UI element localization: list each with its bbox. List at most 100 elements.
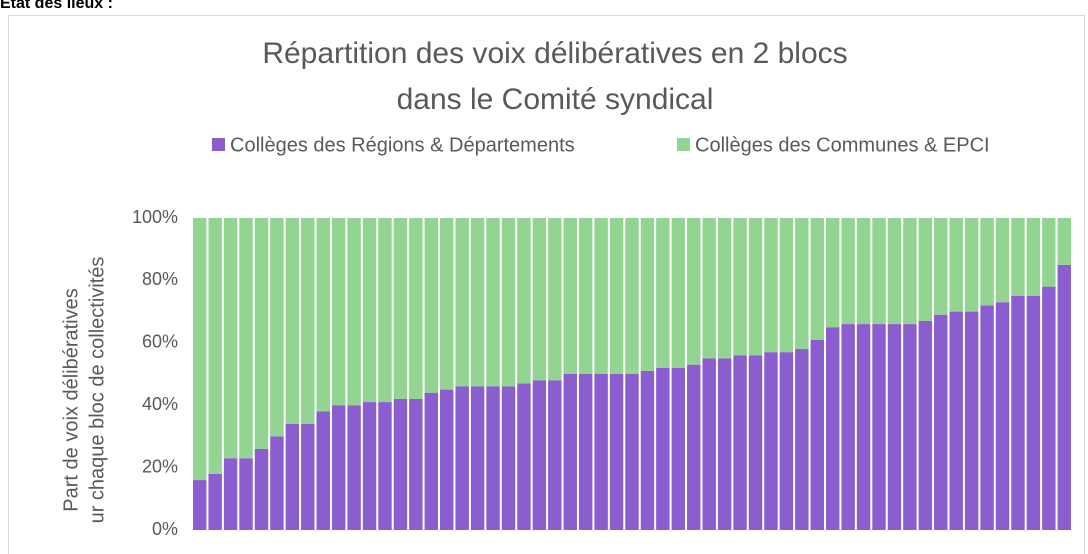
- bar-segment: [208, 218, 222, 474]
- bar-segment: [424, 392, 439, 530]
- y-tick-label: 80%: [142, 269, 178, 289]
- bar-segment: [517, 383, 531, 530]
- bar-segment: [841, 324, 855, 530]
- y-tick-label: 20%: [142, 456, 178, 476]
- bar-segment: [887, 218, 902, 325]
- bar-segment: [779, 218, 794, 353]
- bar-segment: [795, 349, 809, 530]
- bar-segment: [918, 320, 933, 530]
- bar-segment: [578, 218, 593, 374]
- bar-segment: [671, 367, 686, 530]
- bar-segment: [563, 374, 577, 530]
- bar-segment: [239, 218, 253, 459]
- bar-segment: [409, 218, 423, 399]
- bar-segment: [362, 218, 377, 403]
- bar-segment: [964, 218, 979, 312]
- bar-segment: [270, 436, 284, 530]
- legend-swatch: [212, 138, 225, 151]
- bar-segment: [856, 218, 871, 325]
- bar-segment: [378, 218, 392, 403]
- bar-segment: [316, 411, 330, 530]
- bar-segment: [717, 218, 732, 359]
- bar-segment: [594, 218, 608, 374]
- legend-swatch: [677, 138, 690, 151]
- bar-segment: [193, 218, 207, 481]
- bar-segment: [1026, 218, 1041, 296]
- bar-segment: [1042, 286, 1056, 530]
- bar-segment: [825, 327, 840, 530]
- bar-segment: [470, 218, 485, 387]
- chart-title: Répartition des voix délibératives en 2 …: [262, 37, 847, 70]
- y-axis-label: ur chaque bloc de collectivités: [86, 257, 108, 524]
- bar-segment: [331, 405, 346, 530]
- bar-segment: [193, 480, 207, 530]
- bar-segment: [733, 218, 747, 356]
- bar-segment: [640, 370, 655, 530]
- bar-segment: [733, 355, 747, 530]
- bar-segment: [980, 305, 994, 530]
- bar-segment: [223, 218, 238, 459]
- bar-segment: [918, 218, 933, 321]
- bar-segment: [440, 389, 454, 530]
- bar-segment: [393, 398, 408, 530]
- bar-segment: [717, 358, 732, 530]
- bar-segment: [810, 339, 824, 530]
- bar-segment: [316, 218, 330, 412]
- bar-segment: [548, 380, 562, 530]
- bar-segment: [455, 386, 469, 530]
- bar-segment: [934, 314, 948, 530]
- bar-segment: [1011, 296, 1025, 530]
- bar-segment: [254, 448, 269, 530]
- bar-segment: [563, 218, 577, 374]
- bar-segment: [980, 218, 994, 306]
- bar-segment: [440, 218, 454, 390]
- bar-segment: [872, 218, 886, 325]
- bar-segment: [470, 386, 485, 530]
- bar-segment: [301, 423, 315, 530]
- bar-segment: [995, 302, 1010, 530]
- bar-segment: [347, 405, 361, 530]
- bar-segment: [486, 218, 500, 387]
- bar-segment: [702, 358, 716, 530]
- bar-segment: [764, 218, 778, 353]
- bar-segment: [455, 218, 469, 387]
- bar-segment: [903, 324, 917, 530]
- y-axis-label: Part de voix délibératives: [60, 288, 82, 511]
- bar-segment: [362, 402, 377, 530]
- bar-segment: [301, 218, 315, 424]
- bar-segment: [501, 218, 516, 387]
- bar-segment: [779, 352, 794, 530]
- bar-segment: [486, 386, 500, 530]
- bar-segment: [656, 218, 670, 368]
- bar-segment: [331, 218, 346, 406]
- bar-segment: [702, 218, 716, 359]
- bar-segment: [1026, 296, 1041, 530]
- bar-segment: [517, 218, 531, 384]
- bar-segment: [841, 218, 855, 325]
- bar-segment: [825, 218, 840, 328]
- heading: État des lieux :: [0, 0, 113, 12]
- bar-segment: [501, 386, 516, 530]
- bar-segment: [609, 218, 624, 374]
- bar-segment: [872, 324, 886, 530]
- bar-segment: [378, 402, 392, 530]
- bar-segment: [548, 218, 562, 381]
- bar-segment: [609, 374, 624, 530]
- y-tick-label: 100%: [132, 207, 178, 227]
- y-tick-label: 60%: [142, 332, 178, 352]
- bar-segment: [964, 311, 979, 530]
- bar-segment: [748, 218, 763, 356]
- legend-label: Collèges des Régions & Départements: [230, 134, 575, 156]
- bar-segment: [903, 218, 917, 325]
- chart-subtitle: dans le Comité syndical: [397, 83, 714, 116]
- bar-segment: [748, 355, 763, 530]
- bar-segment: [887, 324, 902, 530]
- y-tick-label: 40%: [142, 394, 178, 414]
- bar-segment: [1057, 218, 1071, 265]
- bar-segment: [856, 324, 871, 530]
- bar-segment: [239, 458, 253, 530]
- bar-segment: [409, 398, 423, 530]
- y-tick-label: 0%: [152, 519, 178, 539]
- bar-segment: [687, 364, 701, 530]
